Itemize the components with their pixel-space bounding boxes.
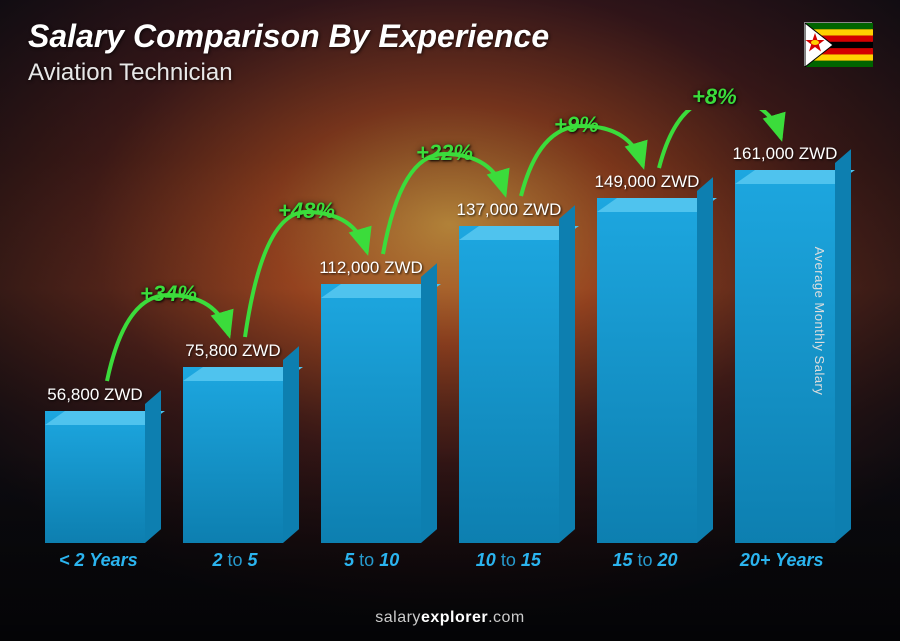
xaxis: < 2 Years2 to 55 to 1010 to 1515 to 2020… bbox=[30, 550, 850, 571]
increment-pct-label: +8% bbox=[692, 84, 737, 110]
bar bbox=[597, 198, 697, 543]
bar bbox=[45, 411, 145, 543]
xaxis-label: 5 to 10 bbox=[303, 550, 440, 571]
footer-text-pre: salary bbox=[375, 609, 421, 626]
bar-value-label: 149,000 ZWD bbox=[595, 172, 700, 192]
bar-value-label: 137,000 ZWD bbox=[457, 200, 562, 220]
bar-value-label: 112,000 ZWD bbox=[319, 258, 423, 278]
bar-group: 56,800 ZWD bbox=[30, 385, 160, 543]
xaxis-label: 15 to 20 bbox=[577, 550, 714, 571]
bar-value-label: 56,800 ZWD bbox=[47, 385, 142, 405]
xaxis-label: 10 to 15 bbox=[440, 550, 577, 571]
bar bbox=[459, 226, 559, 543]
increment-pct-label: +48% bbox=[278, 198, 335, 224]
xaxis-label: 2 to 5 bbox=[167, 550, 304, 571]
footer-text-bold: explorer bbox=[421, 609, 488, 626]
bar bbox=[183, 367, 283, 543]
bar-group: 75,800 ZWD bbox=[168, 341, 298, 543]
bar bbox=[321, 284, 421, 543]
bar-group: 149,000 ZWD bbox=[582, 172, 712, 543]
chart-subtitle: Aviation Technician bbox=[28, 59, 549, 87]
header: Salary Comparison By Experience Aviation… bbox=[28, 18, 549, 87]
increment-pct-label: +22% bbox=[416, 140, 473, 166]
increment-pct-label: +34% bbox=[140, 281, 197, 307]
bar-group: 112,000 ZWD bbox=[306, 258, 436, 543]
flag-icon bbox=[804, 22, 872, 66]
yaxis-label: Average Monthly Salary bbox=[812, 246, 827, 395]
bars-container: 56,800 ZWD 75,800 ZWD 112,000 ZWD 137,000 Z… bbox=[30, 110, 850, 543]
footer-attribution: salaryexplorer.com bbox=[0, 609, 900, 627]
increment-pct-label: +9% bbox=[554, 112, 599, 138]
xaxis-label: 20+ Years bbox=[713, 550, 850, 571]
chart-area: 56,800 ZWD 75,800 ZWD 112,000 ZWD 137,000 Z… bbox=[30, 110, 850, 571]
bar-value-label: 161,000 ZWD bbox=[733, 144, 838, 164]
chart-title: Salary Comparison By Experience bbox=[28, 18, 549, 55]
footer-text-suf: .com bbox=[488, 609, 525, 626]
bar-value-label: 75,800 ZWD bbox=[185, 341, 280, 361]
xaxis-label: < 2 Years bbox=[30, 550, 167, 571]
bar-group: 161,000 ZWD bbox=[720, 144, 850, 543]
bar-group: 137,000 ZWD bbox=[444, 200, 574, 543]
